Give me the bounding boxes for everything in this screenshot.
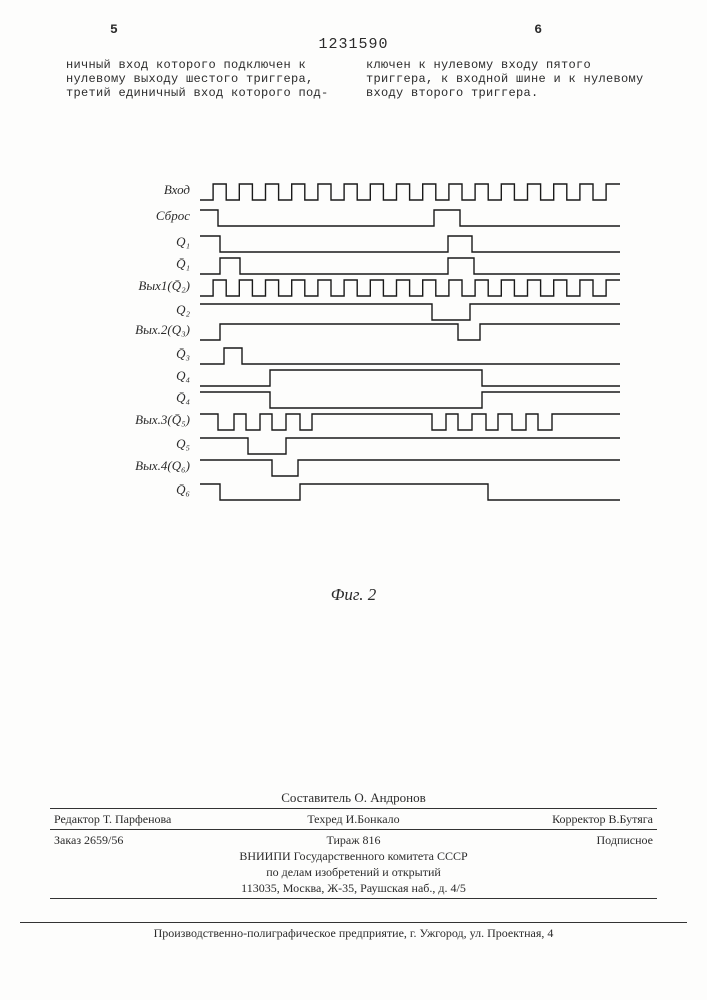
signal-waveform bbox=[200, 480, 620, 506]
patent-page: 5 6 1231590 ничный вход которого подключ… bbox=[0, 0, 707, 1000]
signal-label: Вых.4(Q₆) bbox=[100, 458, 196, 474]
signal-waveform bbox=[200, 410, 620, 436]
body-text-right: ключен к нулевому входу пятого триггера,… bbox=[366, 58, 646, 100]
footer-org2: по делам изобретений и открытий bbox=[50, 864, 657, 880]
signal-label: Q₄ bbox=[100, 368, 196, 384]
signal-waveform bbox=[200, 320, 620, 346]
footer-podpis: Подписное bbox=[453, 832, 653, 848]
footer-tech: Техред И.Бонкало bbox=[254, 811, 454, 827]
signal-row: Сброс bbox=[100, 206, 620, 232]
page-number-right: 6 bbox=[534, 22, 542, 37]
footer-bottom: Производственно-полиграфическое предприя… bbox=[20, 920, 687, 941]
signal-row: Вых.3(Q̄₅) bbox=[100, 410, 620, 436]
signal-waveform bbox=[200, 206, 620, 232]
footer-corrector: Корректор В.Бутяга bbox=[453, 811, 653, 827]
footer-compiler: Составитель О. Андронов bbox=[50, 790, 657, 806]
signal-waveform bbox=[200, 456, 620, 482]
signal-label: Вход bbox=[100, 182, 196, 198]
footer-order: Заказ 2659/56 bbox=[54, 832, 254, 848]
signal-label: Вых.2(Q₃) bbox=[100, 322, 196, 338]
signal-waveform bbox=[200, 180, 620, 206]
footer-tirazh: Тираж 816 bbox=[254, 832, 454, 848]
signal-row: Вых1(Q̄₂) bbox=[100, 276, 620, 302]
signal-label: Q₁ bbox=[100, 234, 196, 250]
footer-addr: 113035, Москва, Ж-35, Раушская наб., д. … bbox=[50, 880, 657, 896]
footer-bottom-text: Производственно-полиграфическое предприя… bbox=[20, 925, 687, 941]
body-text-left: ничный вход которого подключен к нулевом… bbox=[66, 58, 336, 100]
signal-label: Q̄₆ bbox=[100, 482, 196, 498]
document-number: 1231590 bbox=[0, 36, 707, 53]
page-number-left: 5 bbox=[110, 22, 118, 37]
signal-label: Q̄₁ bbox=[100, 256, 196, 272]
timing-diagram: Вход Сброс Q₁ Q̄₁ Вых1(Q̄₂) Q₂ Вых.2(Q₃) Q̄₃ Q₄ Q… bbox=[100, 180, 620, 570]
signal-label: Q₅ bbox=[100, 436, 196, 452]
figure-caption: Фиг. 2 bbox=[0, 585, 707, 605]
footer-org1: ВНИИПИ Государственного комитета СССР bbox=[50, 848, 657, 864]
signal-row: Вых.2(Q₃) bbox=[100, 320, 620, 346]
signal-label: Вых1(Q̄₂) bbox=[100, 278, 196, 294]
footer-editor: Редактор Т. Парфенова bbox=[54, 811, 254, 827]
footer-block: Составитель О. Андронов Редактор Т. Парф… bbox=[50, 790, 657, 901]
signal-waveform bbox=[200, 276, 620, 302]
signal-row: Q̄₆ bbox=[100, 480, 620, 506]
footer-credits: Редактор Т. Парфенова Техред И.Бонкало К… bbox=[50, 811, 657, 827]
signal-label: Вых.3(Q̄₅) bbox=[100, 412, 196, 428]
signal-row: Вых.4(Q₆) bbox=[100, 456, 620, 482]
signal-label: Сброс bbox=[100, 208, 196, 224]
signal-label: Q̄₄ bbox=[100, 390, 196, 406]
signal-label: Q̄₃ bbox=[100, 346, 196, 362]
signal-row: Вход bbox=[100, 180, 620, 206]
footer-order-row: Заказ 2659/56 Тираж 816 Подписное bbox=[50, 832, 657, 848]
signal-label: Q₂ bbox=[100, 302, 196, 318]
